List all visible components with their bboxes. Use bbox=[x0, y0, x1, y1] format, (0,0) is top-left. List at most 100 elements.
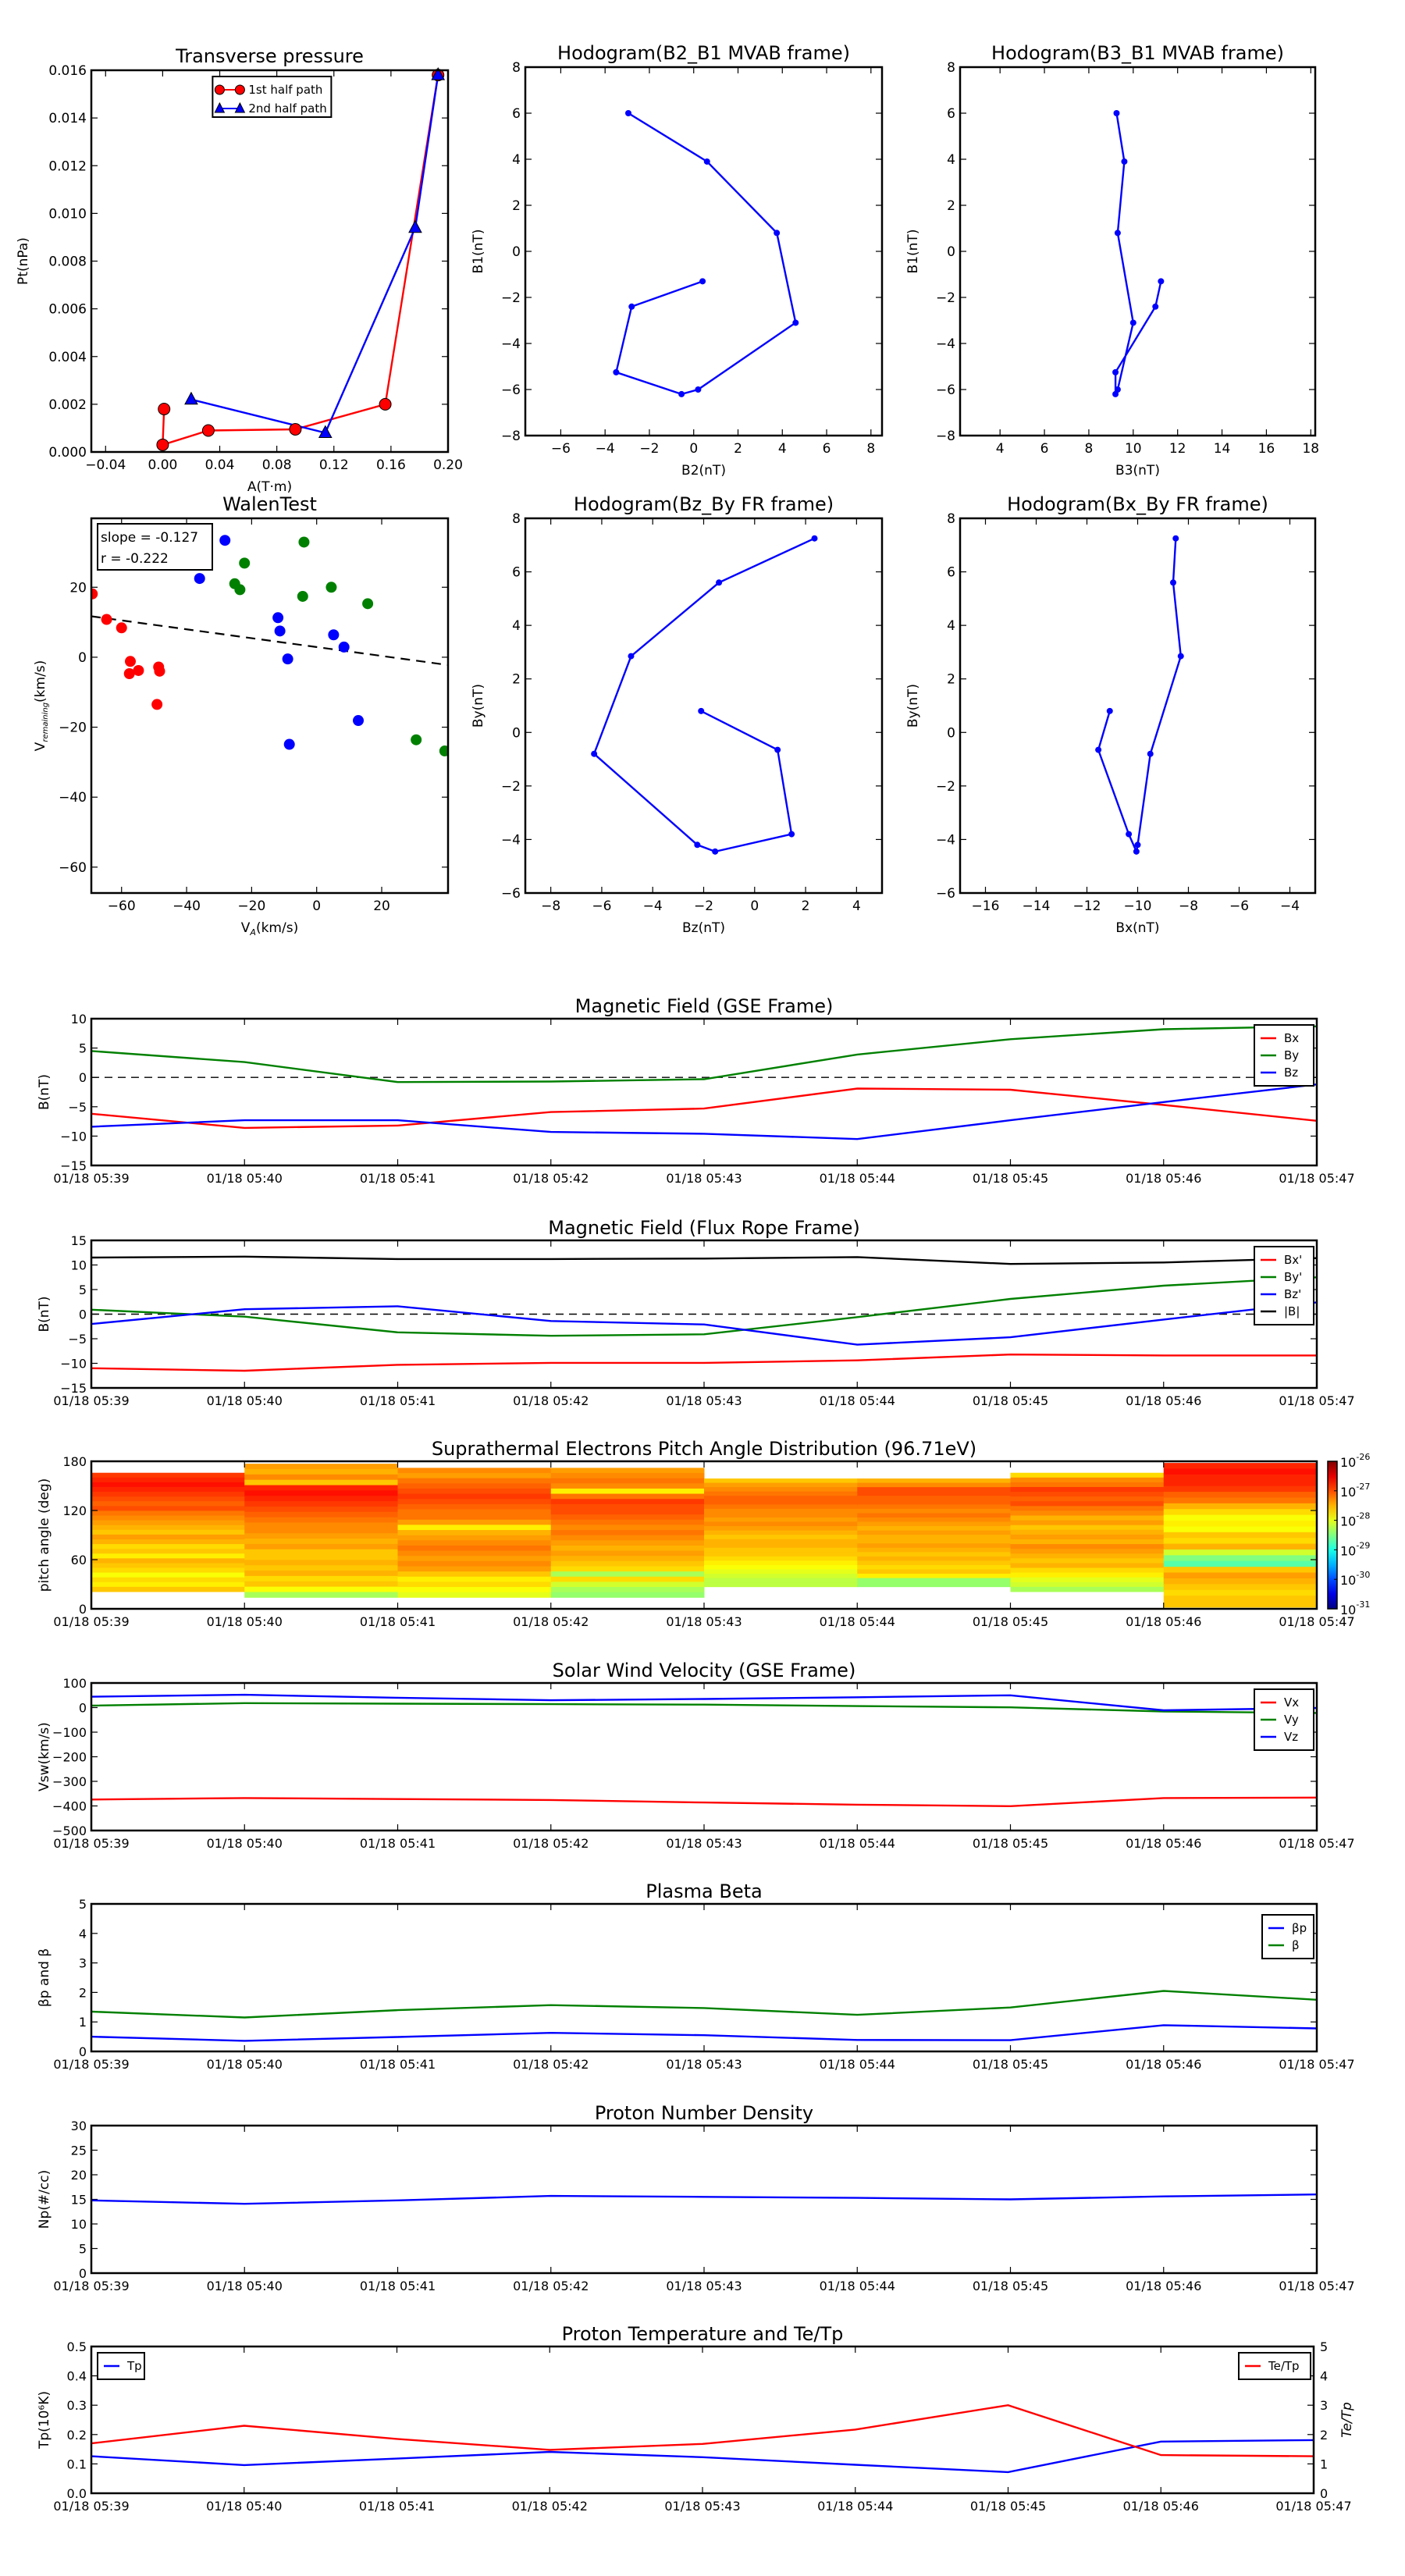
heatmap-cell bbox=[244, 1565, 398, 1571]
x-tick-label: 0 bbox=[689, 441, 698, 457]
heatmap-cell bbox=[857, 1547, 1011, 1553]
series-line-β bbox=[91, 1990, 1317, 2019]
legend-label: By bbox=[1284, 1048, 1299, 1062]
heatmap-cell bbox=[1010, 1567, 1165, 1574]
heatmap-cell bbox=[397, 1519, 552, 1525]
data-point bbox=[234, 584, 246, 596]
heatmap-cell bbox=[397, 1535, 552, 1541]
colorbar-label: 10-27 bbox=[1340, 1482, 1370, 1500]
heatmap-cell bbox=[244, 1490, 398, 1496]
heatmap-cell bbox=[550, 1560, 705, 1567]
data-point bbox=[811, 535, 818, 542]
heatmap-cell bbox=[91, 1510, 245, 1517]
heatmap-cell bbox=[1010, 1482, 1165, 1488]
x-tick-label: 0.20 bbox=[433, 457, 463, 473]
x-tick-label: 6 bbox=[1040, 441, 1049, 457]
time-tick-label: 01/18 05:39 bbox=[53, 2057, 129, 2072]
y-tick-label: 25 bbox=[71, 2144, 87, 2158]
data-layer bbox=[91, 535, 448, 757]
y-tick-label: −60 bbox=[59, 860, 87, 876]
heatmap-cell bbox=[550, 1519, 705, 1525]
heatmap-cell bbox=[704, 1569, 858, 1574]
data-point bbox=[774, 229, 781, 237]
y-tick-label: 0.002 bbox=[48, 397, 87, 413]
heatmap-cell bbox=[704, 1539, 858, 1544]
time-tick-label: 01/18 05:42 bbox=[513, 1614, 589, 1629]
x-tick-label: −6 bbox=[551, 441, 571, 457]
heatmap-cell bbox=[244, 1464, 398, 1470]
chart-bfr: Magnetic Field (Flux Rope Frame) −15 −10 −5… bbox=[37, 1217, 1355, 1408]
heatmap-cell bbox=[1163, 1532, 1318, 1539]
heatmap-cell bbox=[704, 1543, 858, 1549]
heatmap-cell bbox=[857, 1526, 1011, 1532]
x-axis-label: Bz(nT) bbox=[682, 920, 725, 936]
heatmap-cell bbox=[704, 1526, 858, 1532]
x-tick-label: 0.16 bbox=[376, 457, 406, 473]
time-tick-label: 01/18 05:44 bbox=[820, 2279, 895, 2293]
y-axis-label: By(nT) bbox=[905, 684, 921, 728]
data-point bbox=[154, 665, 165, 677]
y-tick-label: 0 bbox=[78, 650, 87, 666]
data-point bbox=[297, 590, 308, 602]
data-point bbox=[1114, 229, 1121, 237]
y-tick-label: 2 bbox=[947, 198, 955, 214]
y-tick-label: −6 bbox=[501, 886, 521, 902]
data-point bbox=[694, 841, 701, 849]
chart-vsw: Solar Wind Velocity (GSE Frame) −500 −400 −… bbox=[37, 1660, 1355, 1851]
heatmap-cell bbox=[244, 1479, 398, 1486]
data-layer bbox=[614, 112, 797, 396]
chart-title: Hodogram(B3_B1 MVAB frame) bbox=[991, 42, 1284, 64]
y-axis-label: pitch angle (deg) bbox=[37, 1478, 52, 1592]
x-tick-label: −4 bbox=[596, 441, 615, 457]
heatmap-cell bbox=[857, 1478, 1011, 1484]
slope-annotation: slope = -0.127 bbox=[101, 530, 198, 546]
time-tick-label: 01/18 05:43 bbox=[664, 2499, 740, 2514]
data-point bbox=[1095, 746, 1102, 753]
heatmap-cell bbox=[1163, 1555, 1318, 1562]
heatmap-cell bbox=[91, 1529, 245, 1535]
x-tick-label: −2 bbox=[694, 898, 713, 914]
plot-frame bbox=[959, 66, 1317, 437]
heatmap-cell bbox=[550, 1587, 705, 1593]
heatmap-cell bbox=[397, 1530, 552, 1536]
series-line-By' bbox=[91, 1276, 1317, 1337]
data-point bbox=[613, 368, 620, 375]
heatmap-cell bbox=[1010, 1510, 1165, 1517]
y-tick-label: 20 bbox=[71, 2168, 87, 2183]
heatmap-cell bbox=[244, 1592, 398, 1598]
series-line-Vy bbox=[91, 1702, 1317, 1714]
heatmap-cell bbox=[244, 1474, 398, 1481]
heatmap-cell bbox=[1010, 1472, 1165, 1478]
time-tick-label: 01/18 05:42 bbox=[513, 2057, 589, 2072]
heatmap-cell bbox=[91, 1549, 245, 1554]
time-tick-label: 01/18 05:44 bbox=[820, 1393, 895, 1408]
heatmap-cell bbox=[704, 1556, 858, 1561]
right-tick-label: 3 bbox=[1320, 2398, 1328, 2413]
legend-marker bbox=[234, 101, 246, 113]
y-tick-label: −20 bbox=[59, 720, 87, 736]
y-tick-label: 5 bbox=[79, 2242, 87, 2257]
colorbar-label: 10-31 bbox=[1340, 1599, 1370, 1617]
data-layer bbox=[162, 74, 439, 447]
y-tick-label: −10 bbox=[60, 1357, 87, 1372]
y-tick-label: 0.016 bbox=[48, 63, 87, 79]
heatmap-cell bbox=[704, 1517, 858, 1522]
heatmap-cell bbox=[1010, 1549, 1165, 1554]
x-tick-label: −60 bbox=[108, 898, 136, 914]
y-tick-label: 0.5 bbox=[67, 2339, 87, 2354]
y-tick-label: 15 bbox=[71, 1233, 87, 1248]
heatmap-cell bbox=[91, 1567, 245, 1574]
y-axis-label: Np(#/cc) bbox=[37, 2170, 52, 2229]
heatmap-cell bbox=[244, 1575, 398, 1582]
y-tick-label: 3 bbox=[79, 1956, 87, 1971]
y-tick-label: −40 bbox=[59, 790, 87, 806]
time-tick-label: 01/18 05:46 bbox=[1126, 1614, 1201, 1629]
heatmap-cell bbox=[1163, 1596, 1318, 1603]
legend-box bbox=[1261, 1914, 1314, 1959]
data-point bbox=[792, 319, 799, 326]
time-tick-label: 01/18 05:42 bbox=[512, 2499, 588, 2514]
chart-title: Proton Number Density bbox=[595, 2102, 813, 2124]
y-tick-label: 2 bbox=[947, 672, 955, 688]
x-tick-label: 10 bbox=[1125, 441, 1142, 457]
